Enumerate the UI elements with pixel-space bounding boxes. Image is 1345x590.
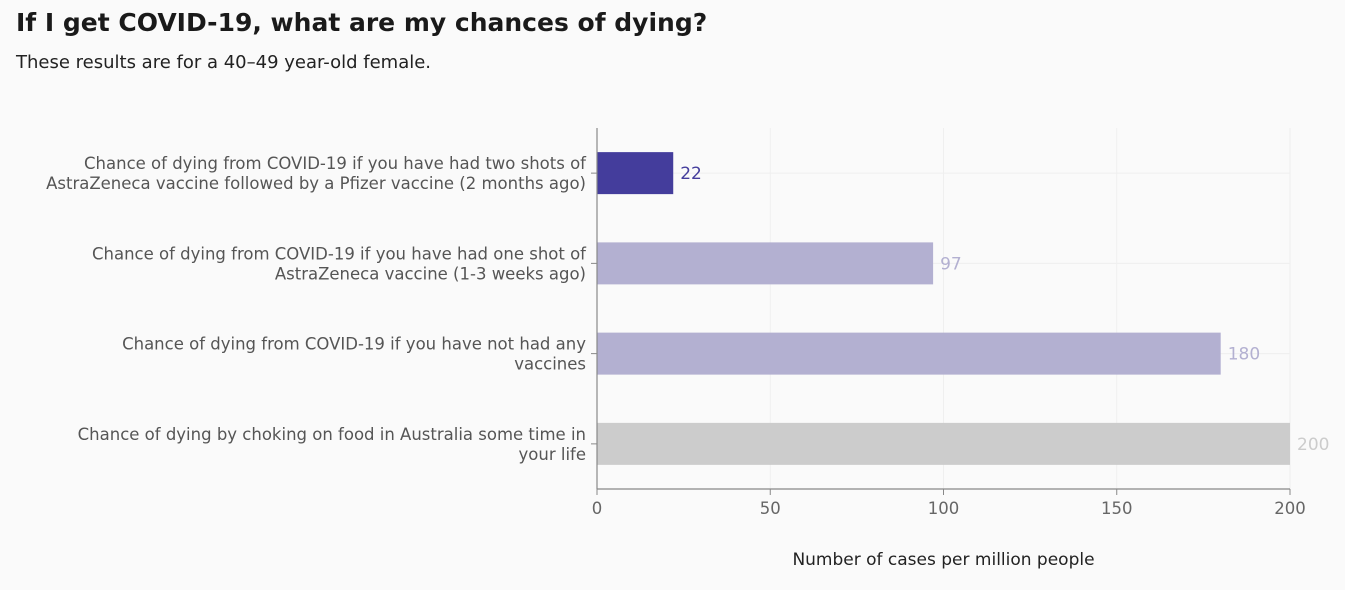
category-label-3-line-1: your life: [519, 445, 586, 464]
category-label-3-line-0: Chance of dying by choking on food in Au…: [78, 425, 586, 444]
x-axis-title: Number of cases per million people: [792, 550, 1094, 570]
category-label-0-line-0: Chance of dying from COVID-19 if you hav…: [84, 154, 587, 173]
bar-3: [597, 422, 1290, 465]
x-tick-label-4: 200: [1274, 499, 1306, 518]
category-label-0-line-1: AstraZeneca vaccine followed by a Pfizer…: [46, 174, 586, 193]
data-label-3: 200: [1297, 435, 1329, 455]
bar-2: [597, 332, 1221, 375]
category-label-2-line-0: Chance of dying from COVID-19 if you hav…: [122, 335, 586, 354]
data-label-0: 22: [680, 164, 702, 184]
category-label-1-line-1: AstraZeneca vaccine (1-3 weeks ago): [275, 264, 586, 283]
bar-1: [597, 242, 934, 285]
chart-title: If I get COVID-19, what are my chances o…: [16, 8, 708, 37]
x-tick-label-3: 150: [1101, 499, 1133, 518]
data-label-1: 97: [940, 254, 962, 274]
x-tick-label-2: 100: [928, 499, 960, 518]
category-label-2-line-1: vaccines: [514, 355, 586, 374]
bar-0: [597, 152, 674, 195]
chart-subtitle: These results are for a 40–49 year-old f…: [16, 52, 432, 73]
x-tick-label-0: 0: [592, 499, 603, 518]
x-tick-label-1: 50: [760, 499, 781, 518]
data-label-2: 180: [1228, 345, 1260, 365]
category-label-1-line-0: Chance of dying from COVID-19 if you hav…: [92, 244, 587, 263]
